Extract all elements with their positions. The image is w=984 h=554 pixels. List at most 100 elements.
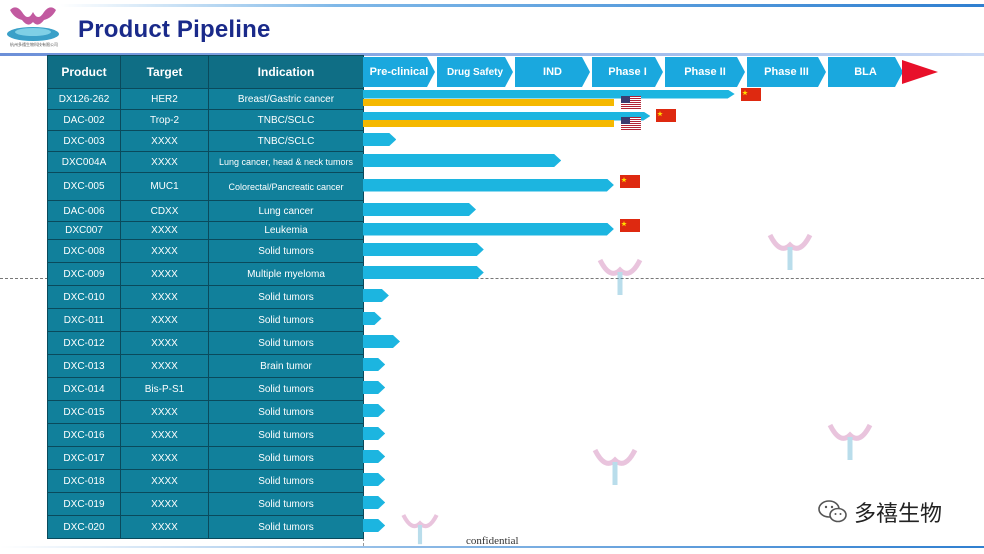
table-row: DXC-010 XXXX Solid tumors [47,285,364,309]
indication-cell: Solid tumors [208,423,364,447]
product-cell: DXC-016 [47,423,121,447]
us-flag-icon [620,95,641,109]
indication-cell: Solid tumors [208,469,364,493]
progress-bar [363,179,614,192]
table-row: DXC-019 XXXX Solid tumors [47,492,364,516]
guide-line-horizontal [0,278,984,279]
watermark-logo-icon [767,233,813,270]
progress-bar [363,90,735,99]
indication-cell: Solid tumors [208,331,364,355]
indication-cell: Solid tumors [208,285,364,309]
watermark-logo-icon [597,258,643,295]
table-row: DXC-003 XXXX TNBC/SCLC [47,130,364,152]
watermark-logo-icon [827,423,873,460]
progress-bar [363,223,614,236]
target-cell: XXXX [120,331,209,355]
table-row: DX126-262 HER2 Breast/Gastric cancer [47,88,364,110]
target-cell: XXXX [120,446,209,470]
wechat-account: 多禧生物 [818,496,942,528]
target-cell: XXXX [120,400,209,424]
target-cell: XXXX [120,151,209,173]
target-cell: XXXX [120,354,209,378]
indication-cell: Solid tumors [208,446,364,470]
indication-cell: TNBC/SCLC [208,109,364,131]
top-accent-line [60,4,984,7]
watermark-logo-icon [592,448,638,485]
product-cell: DXC-009 [47,262,121,286]
product-cell: DXC-012 [47,331,121,355]
target-cell: XXXX [120,515,209,539]
progress-bar [363,133,396,146]
china-flag-icon [656,108,677,122]
product-cell: DXC-010 [47,285,121,309]
progress-bar [363,450,385,463]
stage-drug-safety: Drug Safety [437,57,513,87]
china-flag-icon [619,219,640,232]
target-cell: CDXX [120,200,209,222]
confidential-label: confidential [466,535,519,547]
target-cell: Bis-P-S1 [120,377,209,401]
product-cell: DXC-003 [47,130,121,152]
target-cell: XXXX [120,239,209,263]
bottom-accent-line [0,546,984,548]
product-cell: DXC-017 [47,446,121,470]
product-cell: DXC-020 [47,515,121,539]
product-cell: DXC-019 [47,492,121,516]
wechat-account-name: 多禧生物 [854,502,943,527]
table-row: DXC-015 XXXX Solid tumors [47,400,364,424]
table-row: DXC-016 XXXX Solid tumors [47,423,364,447]
table-row: DXC-009 XXXX Multiple myeloma [47,262,364,286]
table-row: DXC007 XXXX Leukemia [47,221,364,240]
progress-bar [363,404,385,417]
progress-bar [363,289,389,302]
us-flag-icon [620,116,641,130]
indication-cell: Solid tumors [208,492,364,516]
product-cell: DXC-013 [47,354,121,378]
target-cell: XXXX [120,492,209,516]
stage-phase-ii: Phase II [665,57,745,87]
page-title: Product Pipeline [78,16,271,43]
table-header-row: Product Target Indication [47,55,364,89]
target-cell: MUC1 [120,172,209,201]
table-row: DAC-002 Trop-2 TNBC/SCLC [47,109,364,131]
table-row: DXC004A XXXX Lung cancer, head & neck tumo… [47,151,364,173]
indication-cell: Multiple myeloma [208,262,364,286]
product-cell: DXC-018 [47,469,121,493]
stage-ind: IND [515,57,590,87]
company-logo-icon [7,7,59,41]
china-flag-icon [619,175,640,188]
table-row: DAC-006 CDXX Lung cancer [47,200,364,222]
secondary-progress-bar [363,98,614,106]
indication-cell: Lung cancer [208,200,364,222]
table-row: DXC-012 XXXX Solid tumors [47,331,364,355]
watermark-logo-icon [401,514,439,545]
table-row: DXC-014 Bis-P-S1 Solid tumors [47,377,364,401]
progress-bar [363,473,385,486]
indication-cell: Colorectal/Pancreatic cancer [208,172,364,201]
target-cell: XXXX [120,221,209,240]
product-cell: DXC007 [47,221,121,240]
target-cell: XXXX [120,469,209,493]
stage-phase-iii: Phase III [747,57,826,87]
header-target: Target [120,55,209,89]
progress-bar [363,112,650,121]
progress-bar [363,427,385,440]
progress-bar [363,381,385,394]
target-cell: XXXX [120,262,209,286]
product-cell: DAC-006 [47,200,121,222]
indication-cell: Solid tumors [208,239,364,263]
china-flag-icon [740,87,761,101]
product-cell: DAC-002 [47,109,121,131]
stage-phase-i: Phase I [592,57,663,87]
indication-cell: TNBC/SCLC [208,130,364,152]
secondary-progress-bar [363,119,614,127]
progress-bar [363,358,385,371]
indication-cell: Breast/Gastric cancer [208,88,364,110]
target-cell: XXXX [120,285,209,309]
progress-bar [363,154,561,167]
header-product: Product [47,55,121,89]
wechat-icon [818,500,847,523]
indication-cell: Solid tumors [208,377,364,401]
target-cell: Trop-2 [120,109,209,131]
stage-pre-clinical: Pre-clinical [363,57,435,87]
